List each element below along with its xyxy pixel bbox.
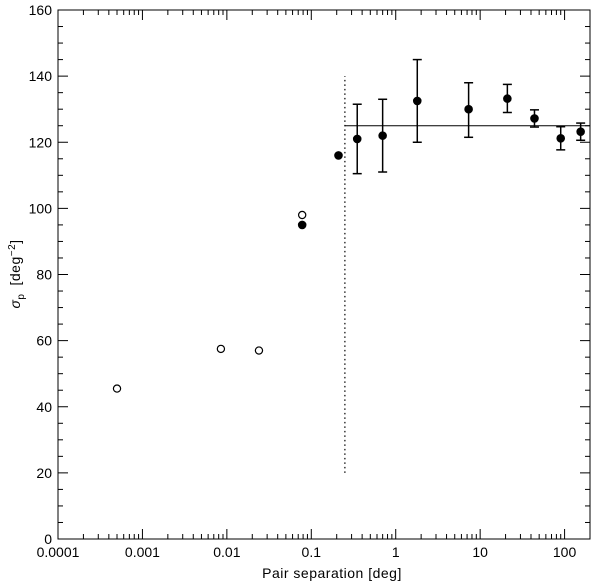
x-tick-label: 0.1 [302,544,322,560]
x-tick-label: 10 [472,544,488,560]
x-tick-label: 0.0001 [37,544,80,560]
x-tick-label: 0.001 [125,544,160,560]
y-axis-unit-suffix: ] [7,239,23,243]
data-point-open [216,344,226,354]
plot-frame [57,9,591,540]
x-tick-label: 0.01 [213,544,240,560]
tick-labels: 0.0001 0.001 0.01 0.1 1 10 100 0 20 40 60 80 100 120 1… [29,2,577,560]
x-tick-label: 1 [392,544,400,560]
y-tick-label: 80 [36,267,52,283]
data-point-filled [352,134,362,144]
data-point-open [254,346,264,355]
y-tick-label: 120 [29,134,53,150]
data-point-filled [503,94,512,103]
data-point-filled [464,104,473,114]
x-axis-title: Pair separation [deg] [262,565,402,581]
data-point-open [112,384,122,393]
y-tick-label: 40 [36,399,52,415]
x-tick-label: 100 [553,544,577,560]
y-axis-symbol: σ [7,300,23,309]
y-tick-label: 0 [44,531,52,547]
y-axis-subscript: p [16,294,27,300]
y-tick-label: 100 [29,200,53,216]
data-point-filled [556,133,566,143]
data-point-filled [530,114,539,123]
data-point-filled [334,151,343,160]
data-point-open [297,210,307,220]
data-point-filled [378,131,387,140]
data-point-filled [576,127,585,136]
y-tick-label: 160 [29,2,53,18]
y-tick-label: 20 [36,465,52,481]
y-axis-title: σp [deg−2] [7,239,27,308]
y-axis-unit-prefix: [deg [7,256,23,285]
axis-ticks [57,9,591,540]
data-marks [112,58,586,393]
data-point-filled [297,220,307,230]
data-point-filled [412,96,422,106]
y-axis-unit-exponent: −2 [7,244,18,256]
y-tick-label: 140 [29,68,53,84]
y-tick-label: 60 [36,333,52,349]
reference-lines [344,76,590,473]
